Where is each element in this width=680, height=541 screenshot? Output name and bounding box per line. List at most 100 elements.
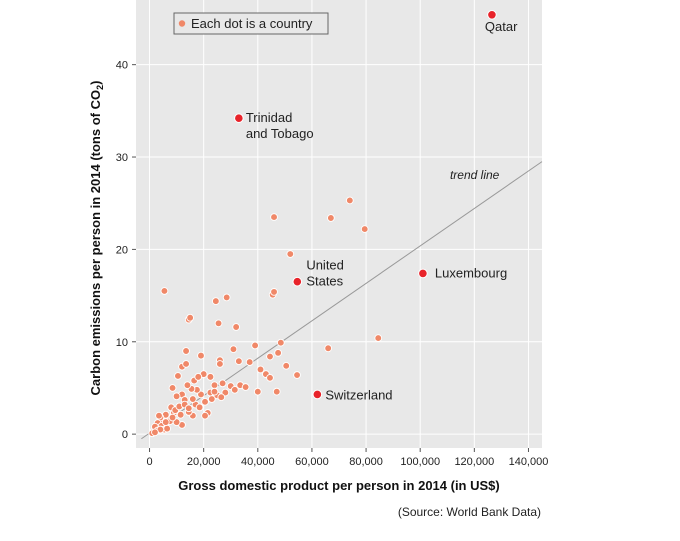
country-point — [172, 392, 181, 401]
country-point — [218, 379, 227, 388]
x-tick-label: 40,000 — [241, 456, 275, 468]
highlighted-point — [292, 276, 303, 287]
y-tick-label: 10 — [116, 337, 128, 349]
country-point — [201, 397, 209, 406]
y-tick-label: 20 — [116, 244, 128, 256]
country-point — [222, 293, 231, 302]
y-tick-label: 30 — [116, 152, 128, 164]
point-label-line: Qatar — [485, 19, 518, 34]
country-point — [245, 358, 254, 366]
highlighted-point — [418, 268, 428, 279]
country-point — [183, 381, 192, 390]
x-axis-ticks: 0 20,000 40,000 60,000 80,000 100,000 120,000 1… — [146, 448, 548, 468]
country-point — [188, 395, 197, 403]
country-point — [374, 334, 383, 342]
country-point — [174, 372, 182, 380]
country-point — [230, 385, 239, 394]
source-note: (Source: World Bank Data) — [398, 505, 541, 519]
y-tick-label: 40 — [116, 60, 128, 72]
country-point — [293, 371, 301, 379]
y-axis-title-main: Carbon emissions per person in 2014 (ton… — [88, 90, 103, 396]
country-point — [270, 213, 278, 221]
country-point — [266, 352, 274, 361]
point-label-line: United — [306, 258, 344, 273]
country-point — [360, 225, 369, 233]
country-point — [155, 411, 163, 420]
country-point — [207, 395, 216, 403]
x-tick-label: 80,000 — [349, 456, 383, 468]
country-point — [186, 313, 194, 322]
legend-marker — [178, 20, 186, 27]
highlighted-point — [487, 9, 497, 20]
x-tick-label: 100,000 — [400, 456, 440, 468]
country-point — [201, 411, 209, 420]
country-point — [251, 341, 259, 350]
country-point — [184, 404, 193, 413]
x-tick-label: 0 — [146, 456, 152, 468]
y-axis-title: Carbon emissions per person in 2014 (ton… — [88, 81, 105, 396]
y-tick-label: 0 — [122, 429, 128, 441]
point-label: Luxembourg — [435, 265, 507, 280]
x-tick-label: 60,000 — [295, 456, 329, 468]
x-tick-label: 20,000 — [187, 456, 221, 468]
country-point — [195, 403, 204, 412]
point-label: Qatar — [485, 19, 518, 34]
data-points — [148, 196, 383, 438]
country-point — [163, 424, 171, 433]
point-label: United States — [306, 258, 344, 289]
country-point — [206, 373, 215, 381]
legend: Each dot is a country — [173, 12, 329, 35]
country-point — [217, 393, 226, 402]
country-point — [276, 338, 285, 347]
country-point — [232, 323, 240, 331]
point-label-line: Luxembourg — [435, 265, 507, 280]
country-point — [324, 344, 333, 353]
country-point — [266, 373, 274, 382]
point-label-line: States — [306, 274, 343, 289]
country-point — [345, 196, 354, 205]
country-point — [270, 288, 278, 296]
point-label-line: Switzerland — [325, 387, 392, 402]
country-point — [256, 365, 265, 374]
highlighted-point — [312, 389, 323, 400]
y-axis-title-subscript: 2 — [95, 85, 105, 90]
country-point — [235, 357, 243, 366]
country-point — [214, 319, 223, 328]
country-point — [327, 214, 335, 222]
grid — [136, 0, 542, 448]
y-axis-title-end: ) — [88, 81, 103, 85]
country-point — [197, 351, 205, 360]
point-label: Switzerland — [325, 387, 392, 402]
country-point — [210, 387, 219, 396]
country-point — [211, 297, 220, 305]
country-point — [216, 360, 224, 368]
country-point — [194, 373, 203, 381]
country-point — [241, 383, 250, 391]
legend-label: Each dot is a country — [191, 16, 313, 31]
country-point — [229, 345, 238, 354]
point-label: Trinidad and Tobago — [246, 110, 314, 141]
highlighted-points: Qatar Trinidad and Tobago United States Luxem… — [234, 9, 518, 402]
country-point — [160, 287, 169, 295]
country-point — [182, 347, 190, 355]
country-point — [210, 381, 219, 390]
country-point — [253, 387, 262, 396]
point-label-line: Trinidad — [246, 110, 292, 125]
country-point — [274, 349, 282, 357]
legend-box — [173, 12, 329, 35]
x-axis-title: Gross domestic product per person in 201… — [178, 478, 499, 493]
x-tick-label: 120,000 — [454, 456, 494, 468]
country-point — [182, 360, 190, 368]
x-tick-label: 140,000 — [509, 456, 549, 468]
country-point — [272, 387, 281, 396]
trend-line-label: trend line — [450, 168, 500, 182]
highlighted-point — [234, 113, 244, 124]
country-point — [168, 384, 177, 392]
country-point — [168, 413, 177, 422]
y-axis-ticks: 0 10 20 30 40 — [116, 60, 136, 441]
country-point — [161, 418, 170, 426]
country-point — [282, 361, 291, 370]
country-point — [286, 250, 295, 258]
point-label-line: and Tobago — [246, 126, 314, 141]
